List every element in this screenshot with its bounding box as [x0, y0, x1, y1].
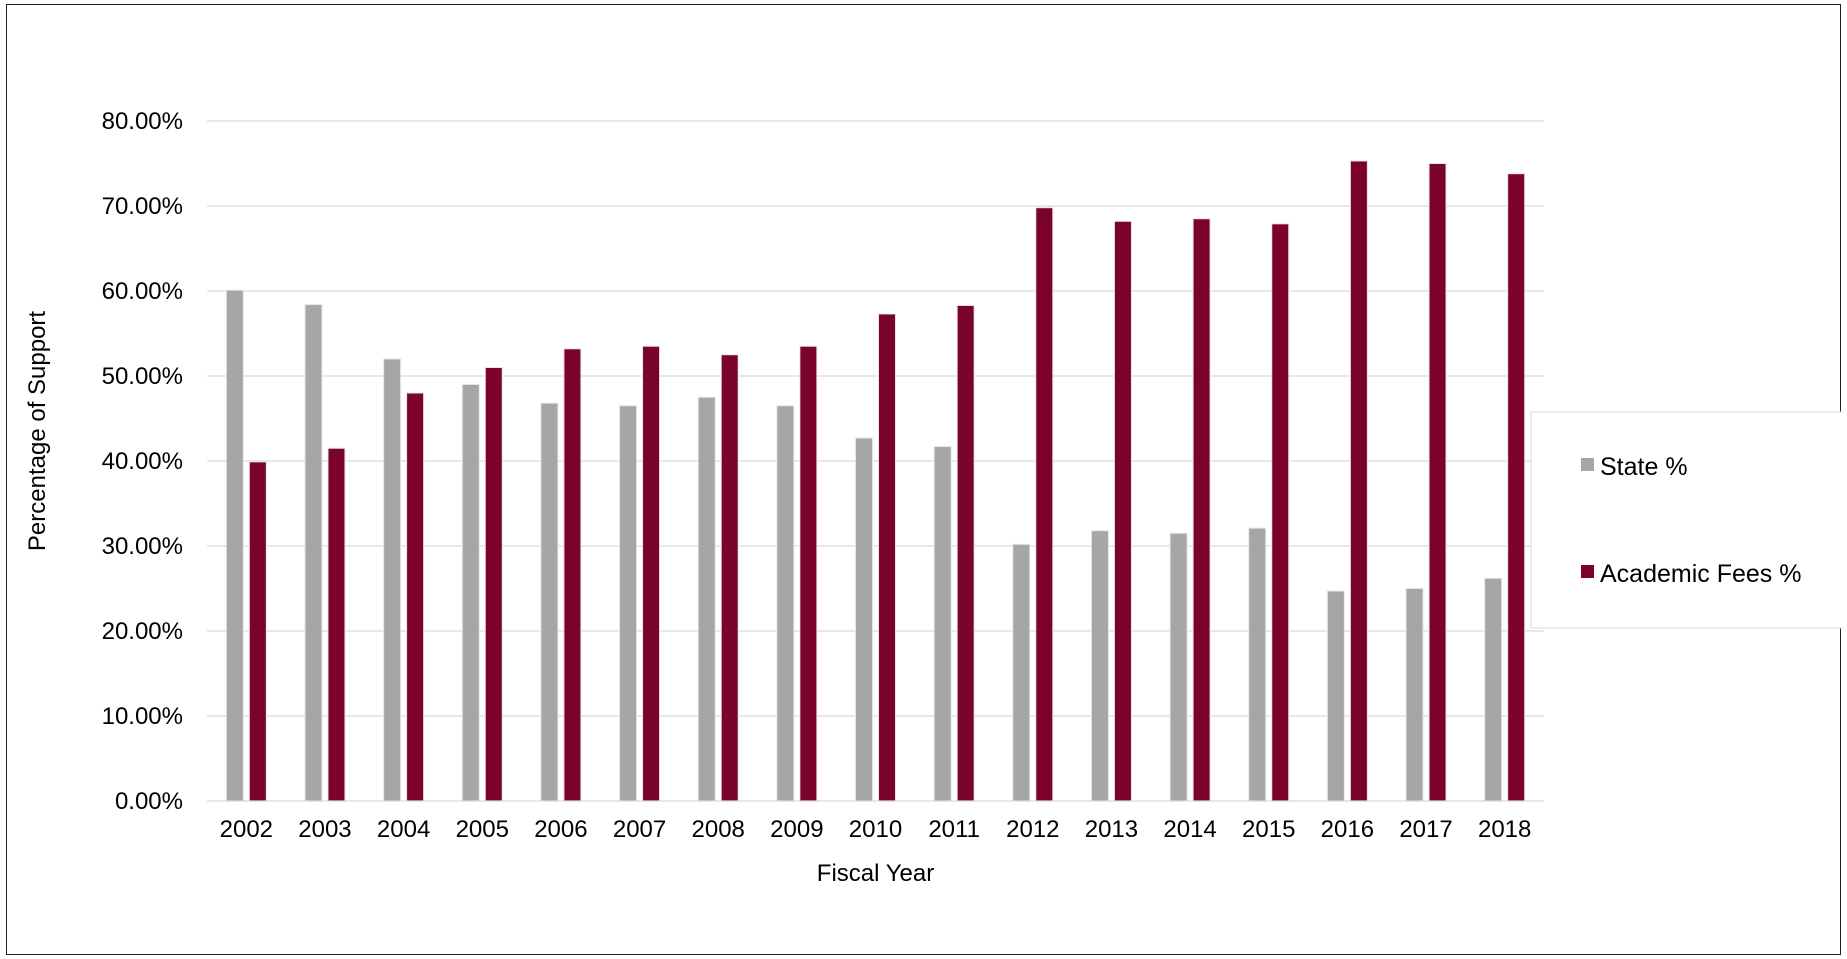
- bar-academic-fees-2007: [642, 345, 661, 802]
- y-axis-ticks: 0.00% 10.00% 20.00% 30.00% 40.00% 50.00% 60.00…: [102, 108, 183, 815]
- bar-state-2007: [619, 405, 638, 802]
- x-tick-label: 2012: [1006, 816, 1059, 843]
- bar-academic-fees-2008: [720, 354, 739, 802]
- x-tick-label: 2007: [613, 816, 666, 843]
- bar-academic-fees-2006: [563, 348, 582, 802]
- x-tick-label: 2016: [1321, 816, 1374, 843]
- legend-label-state: State %: [1600, 453, 1688, 481]
- x-tick-label: 2010: [849, 816, 902, 843]
- chart-frame: 0.00% 10.00% 20.00% 30.00% 40.00% 50.00% 60.00…: [6, 4, 1842, 955]
- bars: [225, 160, 1526, 802]
- x-axis-title: Fiscal Year: [817, 860, 934, 887]
- bar-academic-fees-2016: [1349, 160, 1368, 802]
- legend-label-academic-fees: Academic Fees %: [1600, 560, 1801, 588]
- x-tick-label: 2018: [1478, 816, 1531, 843]
- x-tick-label: 2011: [928, 816, 980, 843]
- y-tick-label: 80.00%: [102, 108, 183, 135]
- legend-swatch-academic-fees: [1581, 565, 1594, 578]
- bar-academic-fees-2005: [484, 367, 503, 802]
- bar-academic-fees-2015: [1271, 223, 1290, 802]
- x-tick-label: 2005: [456, 816, 509, 843]
- x-axis-ticks: 2002 2003 2004 2005 2006 2007 2008 2009 2010 2011…: [220, 816, 1532, 843]
- bar-state-2004: [383, 358, 402, 802]
- y-tick-label: 10.00%: [102, 703, 183, 730]
- x-tick-label: 2015: [1242, 816, 1295, 843]
- bar-academic-fees-2013: [1113, 220, 1132, 802]
- x-tick-label: 2013: [1085, 816, 1138, 843]
- bar-state-2017: [1405, 588, 1424, 802]
- bar-state-2005: [461, 384, 480, 802]
- bar-state-2018: [1484, 577, 1503, 802]
- bar-academic-fees-2012: [1035, 207, 1054, 802]
- bar-academic-fees-2017: [1428, 163, 1447, 802]
- y-tick-label: 20.00%: [102, 618, 183, 645]
- bar-academic-fees-2009: [799, 345, 818, 802]
- x-tick-label: 2004: [377, 816, 430, 843]
- x-tick-label: 2017: [1399, 816, 1452, 843]
- bar-state-2006: [540, 402, 559, 802]
- y-tick-label: 50.00%: [102, 363, 183, 390]
- bar-state-2012: [1012, 543, 1031, 802]
- bar-state-2015: [1248, 527, 1267, 802]
- bar-academic-fees-2014: [1192, 218, 1211, 802]
- x-tick-label: 2002: [220, 816, 273, 843]
- x-tick-label: 2009: [770, 816, 823, 843]
- bar-state-2003: [304, 304, 323, 802]
- bar-academic-fees-2011: [956, 304, 975, 802]
- bar-state-2002: [225, 289, 244, 802]
- y-tick-label: 0.00%: [115, 788, 183, 815]
- gridlines: [207, 120, 1544, 717]
- legend-swatch-state: [1581, 458, 1594, 471]
- bar-academic-fees-2004: [406, 392, 425, 802]
- x-tick-label: 2006: [534, 816, 587, 843]
- bar-state-2016: [1326, 590, 1345, 802]
- x-tick-label: 2003: [298, 816, 351, 843]
- bar-academic-fees-2002: [248, 461, 267, 802]
- bar-state-2014: [1169, 532, 1188, 802]
- y-tick-label: 30.00%: [102, 533, 183, 560]
- y-tick-label: 70.00%: [102, 193, 183, 220]
- y-tick-label: 40.00%: [102, 448, 183, 475]
- legend: State % Academic Fees %: [1530, 411, 1842, 629]
- bar-chart: 0.00% 10.00% 20.00% 30.00% 40.00% 50.00% 60.00…: [24, 108, 1842, 887]
- bar-academic-fees-2010: [878, 313, 896, 802]
- bar-academic-fees-2018: [1507, 173, 1526, 802]
- bar-state-2013: [1090, 530, 1109, 802]
- y-tick-label: 60.00%: [102, 278, 183, 305]
- bar-state-2011: [933, 446, 952, 802]
- x-tick-label: 2008: [692, 816, 745, 843]
- bar-state-2010: [855, 437, 873, 802]
- x-tick-label: 2014: [1163, 816, 1216, 843]
- bar-state-2009: [776, 405, 795, 802]
- bar-state-2008: [697, 396, 716, 802]
- y-axis-title: Percentage of Support: [24, 311, 51, 551]
- legend-box: [1530, 411, 1842, 629]
- bar-academic-fees-2003: [327, 447, 346, 802]
